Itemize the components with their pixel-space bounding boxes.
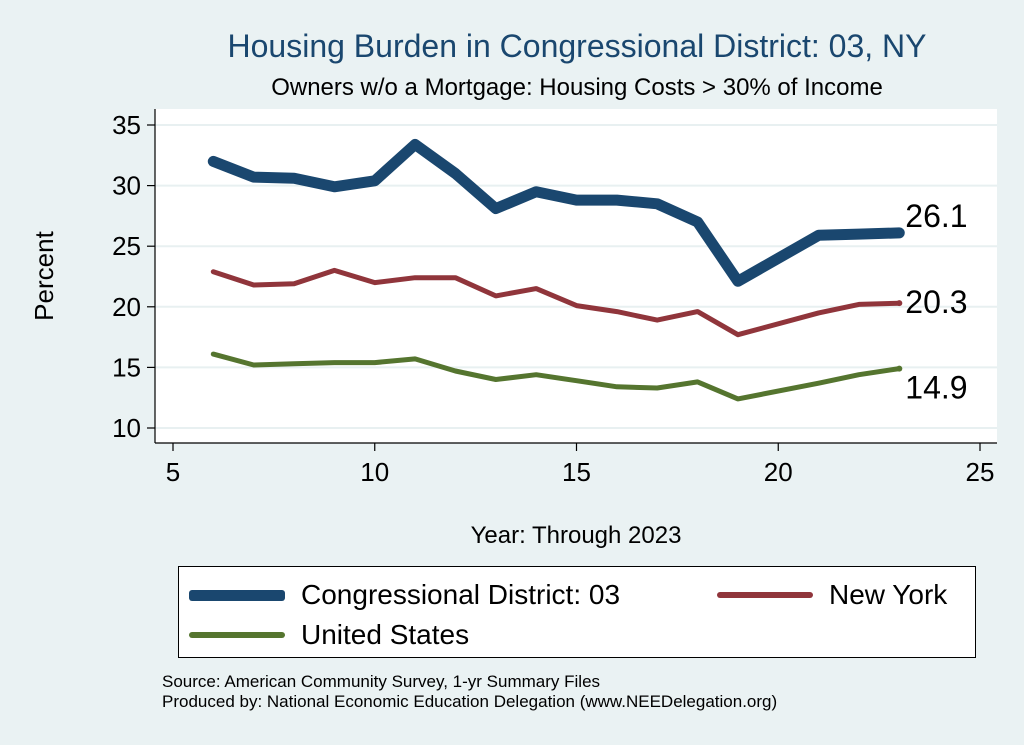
y-axis-label: Percent xyxy=(29,230,59,320)
series-end-point-district xyxy=(896,229,903,236)
chart-canvas: 10 15 20 25 30 35 5 10 15 20 25 Year: Through 2023 P… xyxy=(29,109,997,549)
footer: Source: American Community Survey, 1-yr … xyxy=(162,672,777,712)
x-axis-label: Year: Through 2023 xyxy=(471,522,682,549)
producer-note: Produced by: National Economic Education… xyxy=(162,692,778,711)
end-label-district: 26.1 xyxy=(905,198,967,234)
chart-title: Housing Burden in Congressional District… xyxy=(227,28,927,64)
source-note: Source: American Community Survey, 1-yr … xyxy=(162,672,601,691)
y-tick-label: 20 xyxy=(112,292,141,322)
x-tick-label: 5 xyxy=(166,457,180,487)
series-line-new-york xyxy=(210,267,902,338)
end-label-new-york: 20.3 xyxy=(905,284,967,320)
legend-item-united-states: United States xyxy=(189,619,469,651)
legend-swatch-district xyxy=(189,589,285,601)
y-tick-label: 25 xyxy=(112,231,141,261)
series-end-point-new-york xyxy=(896,300,903,307)
series-line-united-states xyxy=(210,351,902,402)
y-tick-label: 30 xyxy=(112,171,141,201)
x-tick-label: 10 xyxy=(360,457,389,487)
x-tick-label: 20 xyxy=(764,457,793,487)
x-tick-label: 25 xyxy=(966,457,995,487)
plot-area xyxy=(155,109,997,443)
legend: Congressional District: 03 New York Unit… xyxy=(178,566,976,658)
legend-item-new-york: New York xyxy=(717,579,947,611)
chart-subtitle: Owners w/o a Mortgage: Housing Costs > 3… xyxy=(271,74,883,101)
legend-label-new-york: New York xyxy=(829,579,948,610)
y-tick-label: 15 xyxy=(112,352,141,382)
legend-label-district: Congressional District: 03 xyxy=(301,579,621,610)
legend-swatch-united-states xyxy=(189,632,285,638)
legend-label-united-states: United States xyxy=(301,619,470,650)
series-line-district xyxy=(207,138,905,287)
legend-item-district: Congressional District: 03 xyxy=(189,579,620,611)
end-label-united-states: 14.9 xyxy=(905,370,967,406)
x-tick-label: 15 xyxy=(562,457,591,487)
legend-swatch-new-york xyxy=(717,592,813,598)
series-end-point-united-states xyxy=(896,365,903,372)
y-tick-label: 35 xyxy=(112,110,141,140)
y-tick-label: 10 xyxy=(112,413,141,443)
